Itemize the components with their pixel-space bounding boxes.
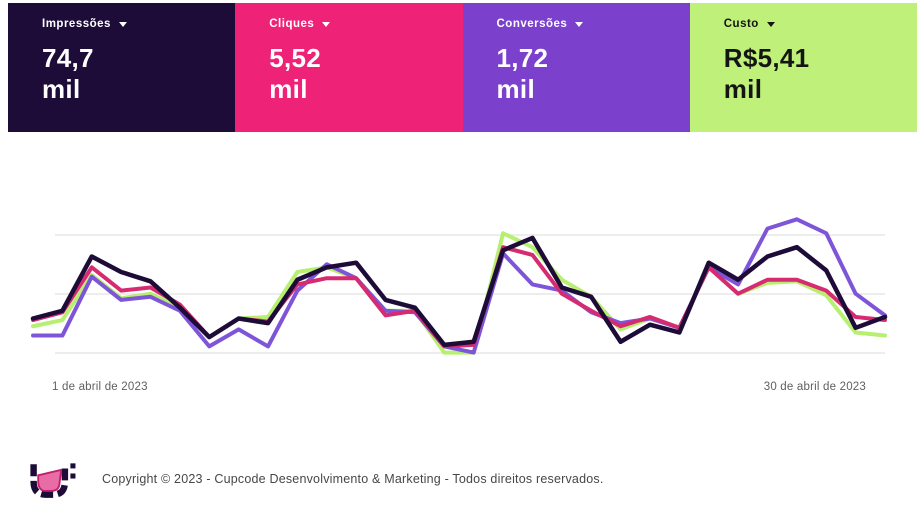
card-label: Impressões [42,18,111,30]
metric-selector-impressoes[interactable]: Impressões [42,18,235,30]
chevron-down-icon [575,21,584,27]
card-conversoes: Conversões 1,72 mil [462,3,690,132]
metric-value: 5,52 [269,43,322,73]
kpi-cards-row: Impressões 74,7 mil Cliques 5,52 mil Con… [8,3,917,132]
metric-selector-conversoes[interactable]: Conversões [497,18,690,30]
card-custo: Custo R$5,41 mil [689,3,917,132]
card-label: Conversões [496,18,568,30]
metric-value: 1,72 [496,43,549,73]
x-axis-end-label: 30 de abril de 2023 [763,381,866,393]
cupcode-logo-icon [30,463,76,498]
metric-selector-cliques[interactable]: Cliques [269,18,462,30]
chevron-down-icon [118,21,127,27]
metric-selector-custo[interactable]: Custo [724,18,917,30]
card-value: 1,72 mil [497,43,690,105]
card-cliques: Cliques 5,52 mil [235,3,463,132]
copyright-text: Copyright © 2023 - Cupcode Desenvolvimen… [102,472,604,486]
footer: Copyright © 2023 - Cupcode Desenvolvimen… [24,454,604,504]
metric-unit: mil [42,74,81,104]
metric-unit: mil [269,74,308,104]
card-label: Custo [723,18,759,30]
x-axis-start-label: 1 de abril de 2023 [52,381,148,393]
metric-value: R$5,41 [723,43,810,73]
card-value: R$5,41 mil [724,43,917,105]
card-value: 5,52 mil [269,43,462,105]
chevron-down-icon [322,21,331,27]
card-value: 74,7 mil [42,43,235,105]
card-label: Cliques [269,18,315,30]
metric-value: 74,7 [42,43,94,73]
card-impressoes: Impressões 74,7 mil [8,3,236,132]
time-series-line-chart[interactable] [0,150,917,400]
metric-unit: mil [496,74,535,104]
series-line-impressões [30,235,888,348]
metric-unit: mil [723,74,763,104]
chevron-down-icon [766,21,775,27]
